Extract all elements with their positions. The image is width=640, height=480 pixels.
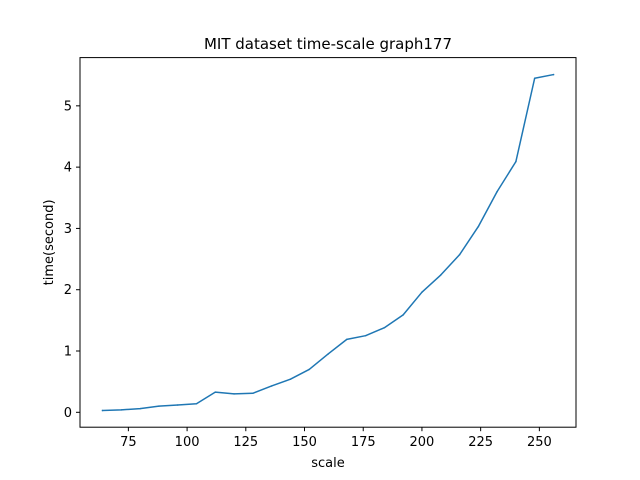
data-point <box>458 254 461 256</box>
plot-frame <box>79 57 577 428</box>
data-point <box>101 409 104 412</box>
data-point <box>289 378 292 380</box>
y-axis-label: time(second) <box>42 199 57 285</box>
x-tick-label: 200 <box>410 435 435 450</box>
x-tick-label: 175 <box>351 435 376 450</box>
data-point <box>308 368 310 371</box>
data-point <box>233 393 235 395</box>
y-tick-label: 5 <box>64 99 72 114</box>
data-point <box>477 225 480 228</box>
data-point <box>346 338 348 341</box>
data-point <box>176 404 179 406</box>
data-point <box>496 190 498 193</box>
data-point <box>402 314 404 316</box>
x-tick-label: 150 <box>292 435 317 450</box>
data-point <box>270 385 273 387</box>
x-tick-label: 100 <box>175 435 200 450</box>
x-axis-label: scale <box>311 456 345 471</box>
y-tick-label: 4 <box>64 161 72 176</box>
data-point <box>158 405 160 407</box>
data-point <box>214 391 217 393</box>
data-point <box>139 407 141 410</box>
data-point <box>533 77 536 80</box>
chart-title: MIT dataset time-scale graph177 <box>204 35 452 53</box>
data-point <box>364 334 367 337</box>
y-tick-label: 3 <box>64 222 72 237</box>
x-tick-label: 250 <box>527 435 552 450</box>
data-point <box>421 291 423 293</box>
data-point <box>252 392 254 395</box>
x-tick-label: 125 <box>233 435 258 450</box>
y-tick-label: 2 <box>64 283 72 298</box>
data-point <box>383 326 386 329</box>
y-axis: 0 1 2 3 4 5 <box>64 99 80 421</box>
x-tick-label: 225 <box>468 435 493 450</box>
plot-area <box>101 73 555 412</box>
data-point <box>552 73 555 76</box>
data-point <box>120 409 123 411</box>
data-point <box>439 274 442 276</box>
y-tick-label: 0 <box>64 406 72 421</box>
data-point <box>195 402 198 405</box>
x-axis: 75 100 125 150 175 200 225 250 <box>120 427 552 450</box>
y-tick-label: 1 <box>64 345 72 360</box>
data-point <box>327 353 329 355</box>
data-point <box>515 160 517 163</box>
x-tick-label: 75 <box>120 435 137 450</box>
